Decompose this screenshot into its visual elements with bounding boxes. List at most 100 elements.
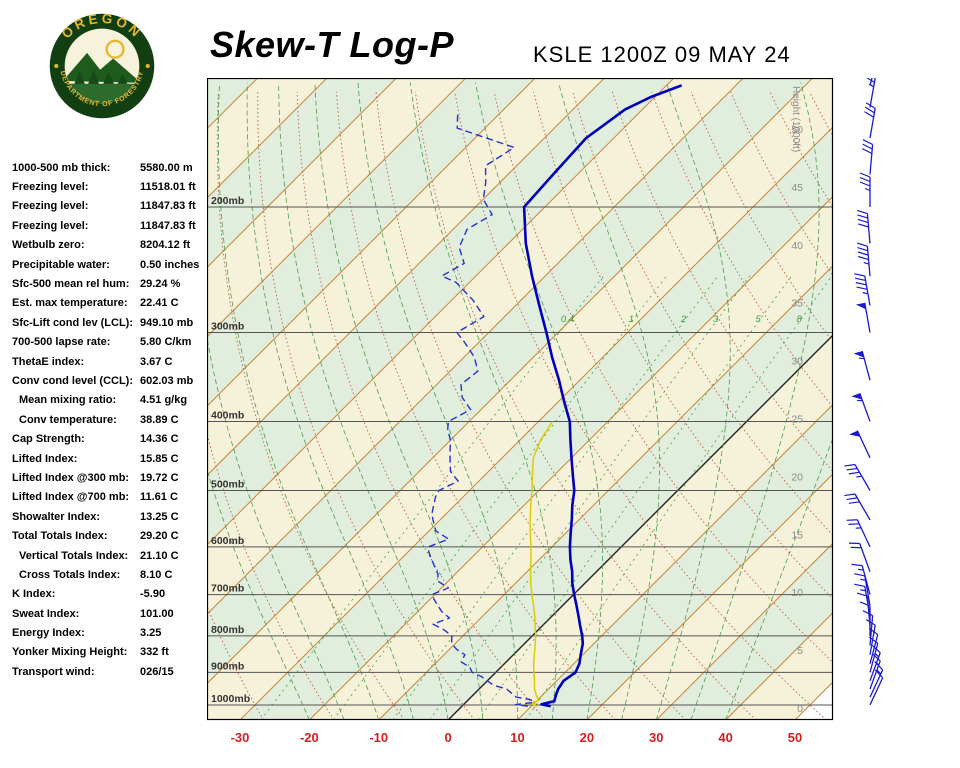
index-row: Conv cond level (CCL): 602.03 mb [12,371,208,390]
index-row: Sfc-Lift cond lev (LCL): 949.10 mb [12,313,208,332]
index-label: Wetbulb zero: [12,239,85,252]
station-time-label: KSLE 1200Z 09 MAY 24 [533,42,791,67]
index-value: 22.41 C [140,297,179,310]
mountain-icon [64,52,140,83]
tree-icon [87,69,101,87]
temp-tick-label: -10 [369,730,388,745]
index-row: Cross Totals Index: 8.10 C [12,565,208,584]
index-row: Est. max temperature: 22.41 C [12,294,208,313]
index-row: ThetaE index: 3.67 C [12,352,208,371]
index-value: 29.20 C [140,530,179,543]
pressure-label: 900mb [211,660,244,672]
index-value: 8204.12 ft [140,239,191,252]
index-label: Freezing level: [12,200,89,213]
index-row: Transport wind: 026/15 [12,662,208,681]
index-label: Sfc-500 mean rel hum: [12,278,130,291]
height-tick-label: 15 [791,529,803,541]
wind-pennant [853,351,864,358]
index-label: Cross Totals Index: [19,568,121,581]
index-value: 21.10 C [140,549,179,562]
height-tick-label: 45 [791,182,803,194]
height-tick-label: 0 [797,703,803,715]
index-row: Lifted Index @300 mb: 19.72 C [12,468,208,487]
pressure-label: 300mb [211,320,244,332]
ring-dot [145,63,150,69]
index-row: Total Totals Index: 29.20 C [12,526,208,545]
index-value: 11.61 C [140,491,178,504]
index-label: Cap Strength: [12,433,85,446]
wind-barb-column [844,78,884,706]
dewpoint-trace [427,113,535,707]
index-row: 1000-500 mb thick: 5580.00 m [12,158,208,177]
index-value: 602.03 mb [140,374,194,387]
tree-icon [74,71,86,85]
index-value: 3.25 [140,627,162,640]
tree-icon [116,73,129,86]
index-label: ThetaE index: [12,355,85,368]
pressure-label: 200mb [211,195,244,207]
index-row: Sweat Index: 101.00 [12,604,208,623]
index-label: Mean mixing ratio: [19,394,117,407]
index-label: Lifted Index @700 mb: [12,491,130,504]
mixing-ratio-label: 8 [796,314,802,325]
wind-pennant [855,302,866,310]
index-value: 332 ft [140,646,169,659]
plot-border [207,78,834,721]
plot-area: 0.4 1 2 3 5 8 [207,78,833,720]
index-label: Vertical Totals Index: [19,549,129,562]
index-value: 19.72 C [140,471,179,484]
index-row: Energy Index: 3.25 [12,623,208,642]
ring-dot [54,63,59,69]
wind-pennant [849,430,861,437]
temp-tick-label: 10 [510,730,524,745]
index-label: Conv temperature: [19,413,117,426]
index-label: Sfc-Lift cond lev (LCL): [12,316,133,329]
pressure-label: 800mb [211,624,244,636]
index-row: Precipitable water: 0.50 inches [12,255,208,274]
mixing-ratio-label: 0.4 [561,314,574,325]
temp-tick-label: -20 [300,730,319,745]
temp-tick-label: 0 [445,730,452,745]
index-value: 5.80 C/km [140,336,192,349]
height-tick-label: 30 [791,356,803,368]
index-value: 11847.83 ft [140,219,196,232]
index-label: Sweat Index: [12,607,80,620]
index-row: Lifted Index: 15.85 C [12,449,208,468]
index-row: 700-500 lapse rate: 5.80 C/km [12,333,208,352]
index-value: 11847.83 ft [140,200,196,213]
temp-tick-label: 40 [718,730,732,745]
index-value: 11518.01 ft [140,181,196,194]
wetbulb-trace [529,421,554,707]
height-tick-label: 10 [791,587,803,599]
height-tick-label: 40 [791,240,803,252]
index-value: 949.10 mb [140,316,194,329]
index-value: 0.50 inches [140,258,200,271]
index-label: 700-500 lapse rate: [12,336,111,349]
index-label: Freezing level: [12,181,89,194]
index-row: Conv temperature: 38.89 C [12,410,208,429]
index-value: 4.51 g/kg [140,394,188,407]
pressure-label: 700mb [211,583,244,595]
sun-icon [105,39,125,59]
mixing-ratio-label: 5 [755,314,761,325]
pressure-label: 600mb [211,535,244,547]
index-row: Vertical Totals Index: 21.10 C [12,546,208,565]
index-row: Freezing level: 11847.83 ft [12,216,208,235]
index-row: Yonker Mixing Height: 332 ft [12,643,208,662]
index-label: Est. max temperature: [12,297,128,310]
index-value: 3.67 C [140,355,173,368]
index-label: Showalter Index: [12,510,101,523]
height-tick-label: 5 [797,645,803,657]
tree-icon [102,71,116,87]
index-row: Cap Strength: 14.36 C [12,429,208,448]
index-value: 13.25 C [140,510,179,523]
index-value: 38.89 C [140,413,179,426]
index-label: Energy Index: [12,627,85,640]
mixing-ratio-label: 3 [713,314,719,325]
index-value: 026/15 [140,665,174,678]
index-value: -5.90 [140,588,166,601]
index-value: 5580.00 m [140,161,193,174]
index-label: Transport wind: [12,665,95,678]
temp-tick-label: 50 [788,730,802,745]
odf-logo: OREGON DEPARTMENT OF FORESTRY [49,11,155,119]
